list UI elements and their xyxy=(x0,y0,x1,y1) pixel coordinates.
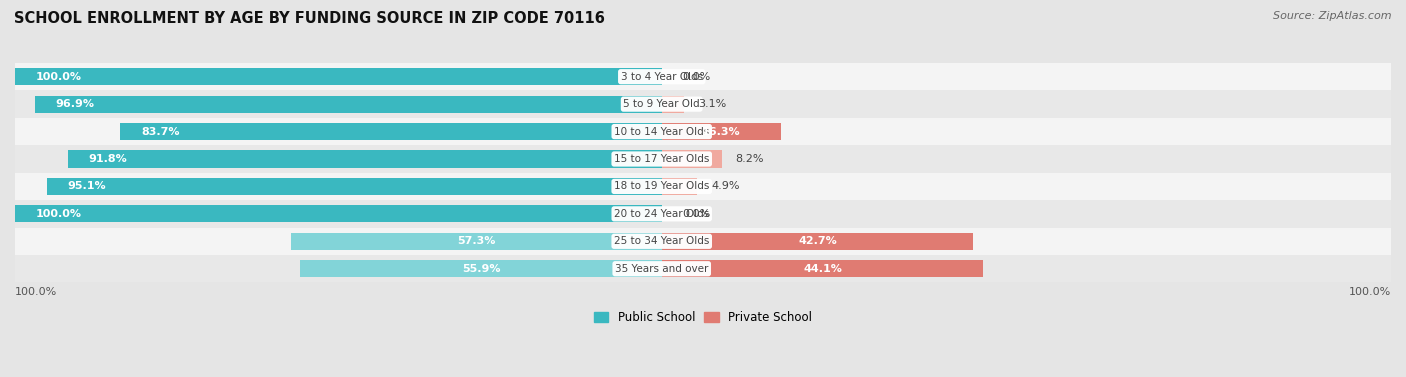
Bar xyxy=(67,150,662,167)
Text: 5 to 9 Year Old: 5 to 9 Year Old xyxy=(623,99,700,109)
Bar xyxy=(15,90,1391,118)
Text: 96.9%: 96.9% xyxy=(56,99,94,109)
Bar xyxy=(662,233,973,250)
Bar xyxy=(15,173,1391,200)
Text: 4.9%: 4.9% xyxy=(711,181,740,192)
Text: 20 to 24 Year Olds: 20 to 24 Year Olds xyxy=(614,209,710,219)
Text: Source: ZipAtlas.com: Source: ZipAtlas.com xyxy=(1274,11,1392,21)
Bar xyxy=(662,150,721,167)
Bar xyxy=(15,63,1391,90)
Text: 100.0%: 100.0% xyxy=(35,72,82,82)
Text: 16.3%: 16.3% xyxy=(702,127,741,136)
Text: 15 to 17 Year Olds: 15 to 17 Year Olds xyxy=(614,154,710,164)
Bar xyxy=(662,178,697,195)
Bar xyxy=(662,260,983,277)
Text: 57.3%: 57.3% xyxy=(457,236,496,246)
Text: 100.0%: 100.0% xyxy=(15,287,58,297)
Text: SCHOOL ENROLLMENT BY AGE BY FUNDING SOURCE IN ZIP CODE 70116: SCHOOL ENROLLMENT BY AGE BY FUNDING SOUR… xyxy=(14,11,605,26)
Text: 44.1%: 44.1% xyxy=(803,264,842,274)
Bar xyxy=(15,205,662,222)
Text: 100.0%: 100.0% xyxy=(35,209,82,219)
Text: 25 to 34 Year Olds: 25 to 34 Year Olds xyxy=(614,236,710,246)
Text: 83.7%: 83.7% xyxy=(141,127,180,136)
Text: 55.9%: 55.9% xyxy=(461,264,501,274)
Bar xyxy=(15,228,1391,255)
Bar xyxy=(15,255,1391,282)
Text: 8.2%: 8.2% xyxy=(735,154,763,164)
Bar xyxy=(15,118,1391,145)
Bar xyxy=(662,96,685,113)
Text: 0.0%: 0.0% xyxy=(682,72,710,82)
Bar xyxy=(15,145,1391,173)
Bar xyxy=(46,178,662,195)
Text: 35 Years and over: 35 Years and over xyxy=(614,264,709,274)
Bar xyxy=(301,260,662,277)
Text: 91.8%: 91.8% xyxy=(89,154,128,164)
Bar xyxy=(35,96,662,113)
Text: 18 to 19 Year Olds: 18 to 19 Year Olds xyxy=(614,181,710,192)
Bar xyxy=(15,200,1391,228)
Text: 3.1%: 3.1% xyxy=(699,99,727,109)
Text: 0.0%: 0.0% xyxy=(682,209,710,219)
Bar xyxy=(15,68,662,85)
Text: 3 to 4 Year Olds: 3 to 4 Year Olds xyxy=(620,72,703,82)
Legend: Public School, Private School: Public School, Private School xyxy=(589,307,817,329)
Text: 10 to 14 Year Olds: 10 to 14 Year Olds xyxy=(614,127,710,136)
Bar xyxy=(291,233,662,250)
Text: 100.0%: 100.0% xyxy=(1348,287,1391,297)
Text: 95.1%: 95.1% xyxy=(67,181,105,192)
Bar xyxy=(662,123,780,140)
Text: 42.7%: 42.7% xyxy=(799,236,837,246)
Bar xyxy=(121,123,662,140)
